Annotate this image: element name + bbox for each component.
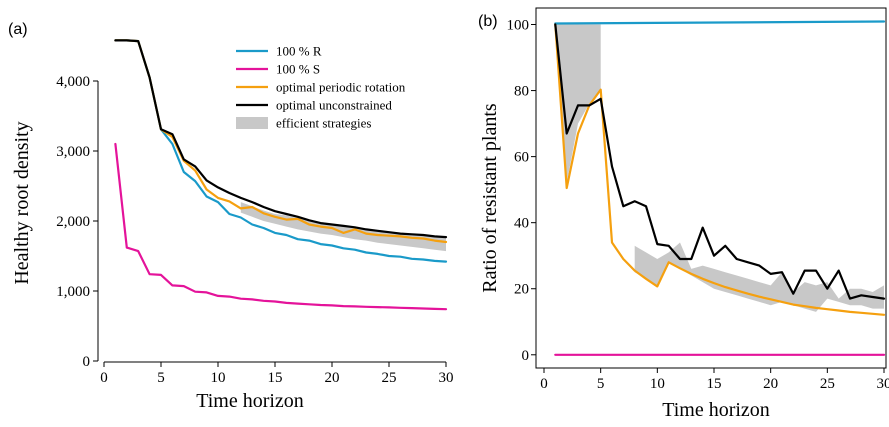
panel-a-series-100-s: [114, 142, 448, 311]
panel-a-ytick-label: 1,000: [56, 284, 90, 300]
panel-b-xlabel: Time horizon: [662, 399, 770, 421]
panel-b-ytick-label: 60: [514, 150, 529, 166]
panel-b-series-100-r: [554, 20, 886, 25]
panel-b-xtick-label: 30: [877, 376, 889, 392]
panel-a-xtick-label: 10: [211, 370, 226, 386]
panel-a-xtick-label: 5: [157, 370, 165, 386]
panel-b-band-layer: [555, 24, 884, 312]
panel-a-xtick-label: 15: [268, 370, 283, 386]
panel-b-xtick-label: 10: [650, 376, 665, 392]
legend-label-optimal-unconstrained: optimal unconstrained: [276, 98, 392, 113]
panel-a-ytick-label: 0: [83, 354, 91, 370]
panel-a-xtick-label: 20: [325, 370, 340, 386]
panel-b-frame: [535, 7, 887, 369]
panel-b-series-optimal-periodic-rotation: [554, 23, 886, 316]
panel-b-xtick-label: 25: [820, 376, 835, 392]
panel-b-xtick-label: 15: [707, 376, 722, 392]
panel-b-ytick-label: 0: [522, 348, 530, 364]
panel-b-ytick-label: 80: [514, 84, 529, 100]
panel-b-xtick-label: 20: [763, 376, 778, 392]
panel-a-xtick-label: 30: [439, 370, 454, 386]
panel-b-xtick-label: 5: [597, 376, 605, 392]
panel-a-series-optimal-periodic-rotation: [114, 39, 448, 244]
legend-label-100-r: 100 % R: [276, 44, 322, 59]
panel-a-label: (a): [8, 21, 28, 38]
legend-label-100-s: 100 % S: [276, 62, 320, 77]
panel-a-xlabel: Time horizon: [196, 390, 304, 412]
panel-a: (a) Time horizon Healthy root density 0 5…: [8, 21, 454, 412]
panel-b-axes: 0 5 10 15 20 25 30 0 20 40 60 80 100: [507, 7, 889, 392]
legend-label-optimal-periodic-rotation: optimal periodic rotation: [276, 80, 406, 95]
panel-a-xtick-label: 25: [382, 370, 397, 386]
panel-b-ylabel: Ratio of resistant plants: [479, 103, 501, 293]
panel-a-xtick-label: 0: [100, 370, 108, 386]
panel-a-ytick-label: 2,000: [56, 214, 90, 230]
panel-a-legend: 100 % R 100 % S optimal periodic rotation o…: [236, 44, 406, 131]
panel-a-series-optimal-unconstrained: [114, 39, 448, 239]
panel-a-ytick-label: 4,000: [56, 74, 90, 90]
panel-b-xtick-label: 0: [540, 376, 548, 392]
panel-a-ytick-label: 3,000: [56, 144, 90, 160]
panel-b: (b) Time horizon Ratio of resistant plan…: [478, 7, 889, 421]
panel-b-series-optimal-unconstrained: [554, 23, 886, 300]
panel-b-efficient-band-1: [634, 242, 884, 312]
panel-b-label: (b): [478, 13, 498, 30]
panel-a-series-100-r: [114, 39, 448, 263]
panel-b-efficient-band-0: [555, 24, 601, 183]
legend-swatch-efficient-strategies: [236, 117, 268, 129]
panel-b-ytick-label: 20: [514, 282, 529, 298]
panel-b-ytick-label: 40: [514, 216, 529, 232]
legend-label-efficient-strategies: efficient strategies: [276, 116, 371, 131]
panel-a-series-layer: [114, 39, 448, 311]
panel-b-ytick-label: 100: [507, 18, 530, 34]
panel-b-series-layer: [554, 20, 886, 356]
panel-a-axes: 0 5 10 15 20 25 30 0 1,000 2,000 3,000 4,000: [56, 74, 453, 386]
panel-a-ylabel: Healthy root density: [11, 121, 33, 284]
